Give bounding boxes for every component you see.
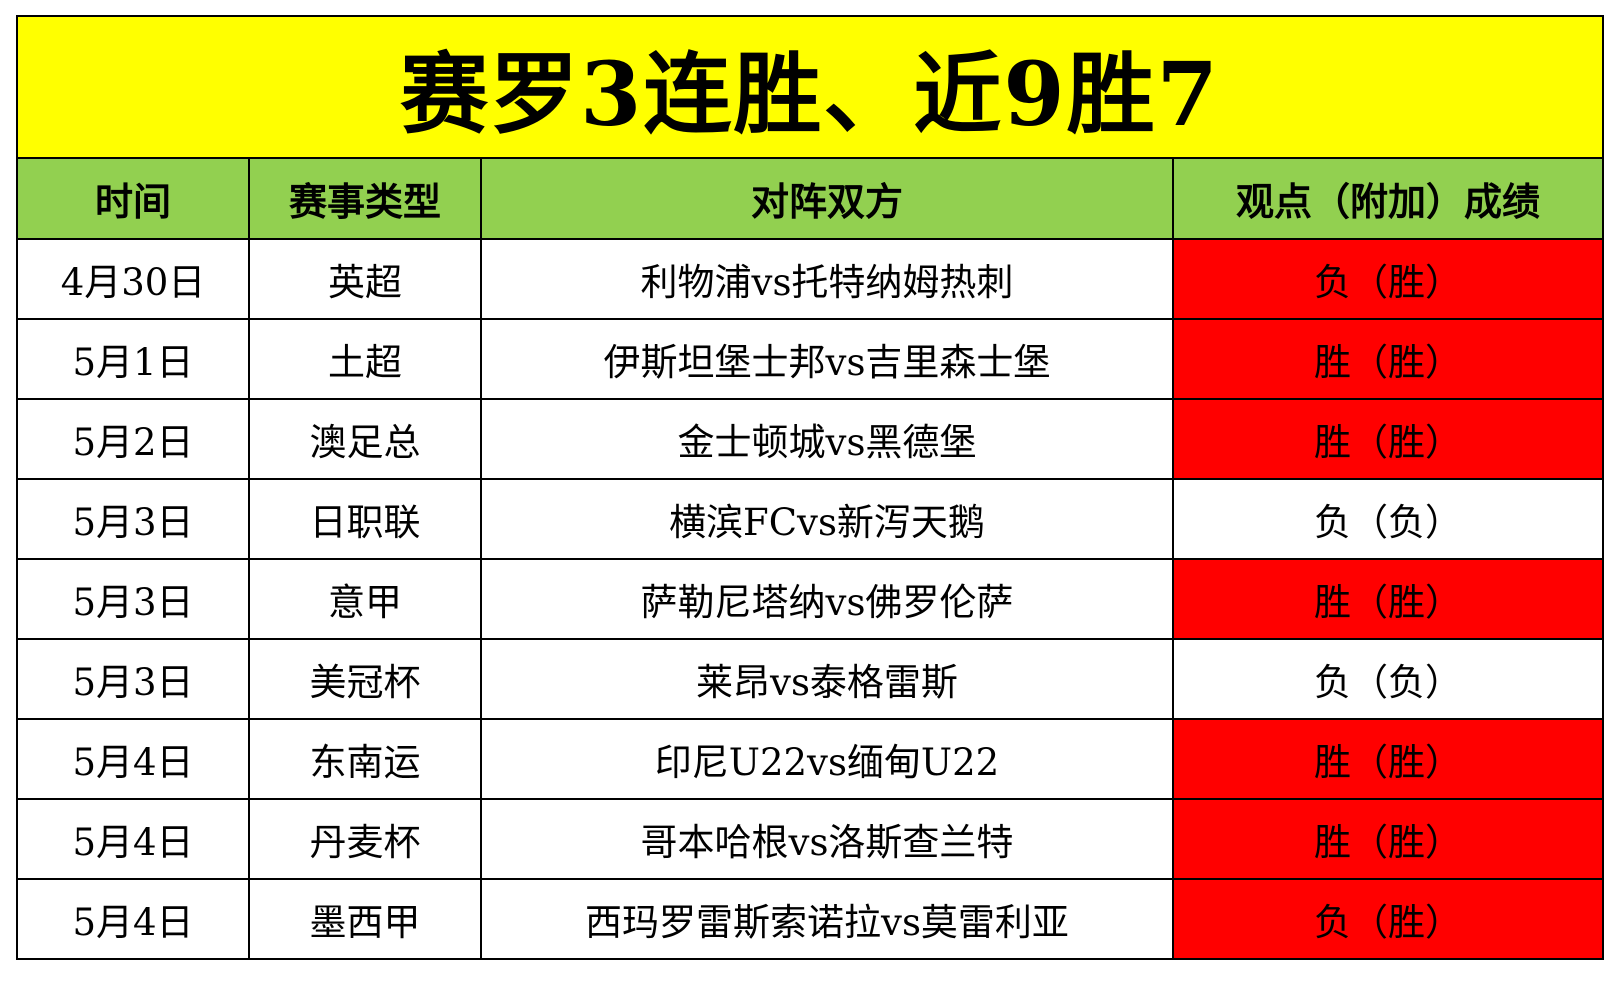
date-cell: 5月3日 xyxy=(16,638,250,720)
table-row: 5月3日 日职联 横滨FCvs新泻天鹅 负（负） xyxy=(16,478,1605,560)
match-cell: 印尼U22vs缅甸U22 xyxy=(480,718,1174,800)
match-cell: 萨勒尼塔纳vs佛罗伦萨 xyxy=(480,558,1174,640)
date-cell: 5月4日 xyxy=(16,718,250,800)
result-cell: 胜（胜） xyxy=(1171,558,1605,640)
league-cell: 东南运 xyxy=(248,718,482,800)
date-cell: 5月4日 xyxy=(16,878,250,960)
league-cell: 土超 xyxy=(248,318,482,400)
results-table: 赛罗3连胜、近9胜7 时间 赛事类型 对阵双方 观点（附加）成绩 4月30日 英超… xyxy=(15,15,1605,960)
match-cell: 西玛罗雷斯索诺拉vs莫雷利亚 xyxy=(480,878,1174,960)
result-cell: 负（负） xyxy=(1171,478,1605,560)
table-row: 5月3日 美冠杯 莱昂vs泰格雷斯 负（负） xyxy=(16,638,1605,720)
table-row: 4月30日 英超 利物浦vs托特纳姆热刺 负（胜） xyxy=(16,238,1605,320)
table-row: 5月1日 土超 伊斯坦堡士邦vs吉里森士堡 胜（胜） xyxy=(16,318,1605,400)
league-cell: 墨西甲 xyxy=(248,878,482,960)
title-row: 赛罗3连胜、近9胜7 xyxy=(15,15,1605,159)
table-row: 5月4日 丹麦杯 哥本哈根vs洛斯查兰特 胜（胜） xyxy=(16,798,1605,880)
table-row: 5月2日 澳足总 金士顿城vs黑德堡 胜（胜） xyxy=(16,398,1605,480)
header-date: 时间 xyxy=(16,157,250,240)
result-cell: 胜（胜） xyxy=(1171,398,1605,480)
header-result: 观点（附加）成绩 xyxy=(1171,157,1605,240)
header-row: 时间 赛事类型 对阵双方 观点（附加）成绩 xyxy=(16,157,1605,240)
league-cell: 英超 xyxy=(248,238,482,320)
date-cell: 4月30日 xyxy=(16,238,250,320)
date-cell: 5月3日 xyxy=(16,558,250,640)
match-cell: 莱昂vs泰格雷斯 xyxy=(480,638,1174,720)
date-cell: 5月2日 xyxy=(16,398,250,480)
header-league: 赛事类型 xyxy=(248,157,482,240)
result-cell: 负（胜） xyxy=(1171,878,1605,960)
table-row: 5月4日 墨西甲 西玛罗雷斯索诺拉vs莫雷利亚 负（胜） xyxy=(16,878,1605,960)
table-row: 5月3日 意甲 萨勒尼塔纳vs佛罗伦萨 胜（胜） xyxy=(16,558,1605,640)
match-cell: 伊斯坦堡士邦vs吉里森士堡 xyxy=(480,318,1174,400)
result-cell: 胜（胜） xyxy=(1171,718,1605,800)
table-row: 5月4日 东南运 印尼U22vs缅甸U22 胜（胜） xyxy=(16,718,1605,800)
result-cell: 负（负） xyxy=(1171,638,1605,720)
match-cell: 金士顿城vs黑德堡 xyxy=(480,398,1174,480)
league-cell: 澳足总 xyxy=(248,398,482,480)
match-cell: 哥本哈根vs洛斯查兰特 xyxy=(480,798,1174,880)
date-cell: 5月3日 xyxy=(16,478,250,560)
result-cell: 负（胜） xyxy=(1171,238,1605,320)
header-match: 对阵双方 xyxy=(480,157,1174,240)
result-cell: 胜（胜） xyxy=(1171,798,1605,880)
result-cell: 胜（胜） xyxy=(1171,318,1605,400)
table-title: 赛罗3连胜、近9胜7 xyxy=(15,15,1605,159)
league-cell: 日职联 xyxy=(248,478,482,560)
match-cell: 横滨FCvs新泻天鹅 xyxy=(480,478,1174,560)
date-cell: 5月1日 xyxy=(16,318,250,400)
date-cell: 5月4日 xyxy=(16,798,250,880)
league-cell: 美冠杯 xyxy=(248,638,482,720)
league-cell: 丹麦杯 xyxy=(248,798,482,880)
match-cell: 利物浦vs托特纳姆热刺 xyxy=(480,238,1174,320)
league-cell: 意甲 xyxy=(248,558,482,640)
